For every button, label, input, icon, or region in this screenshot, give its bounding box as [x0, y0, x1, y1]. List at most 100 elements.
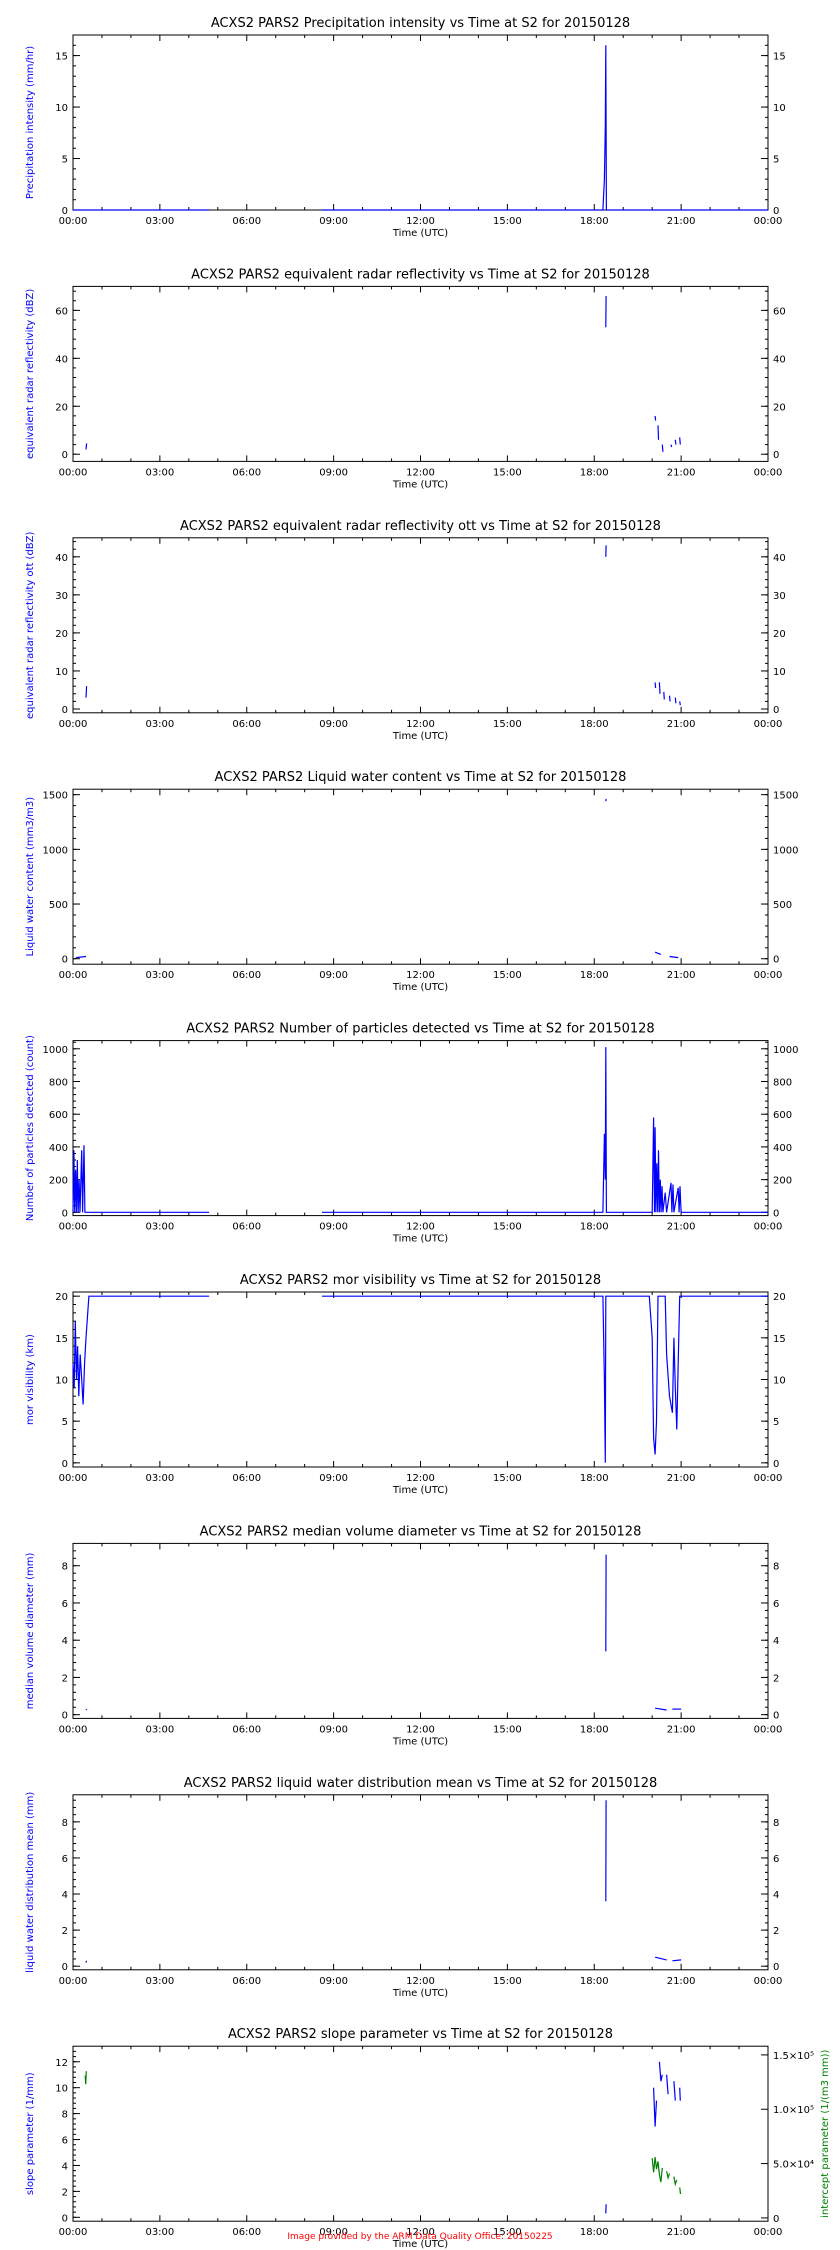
y-axis-label: equivalent radar reflectivity (dBZ) — [25, 289, 36, 459]
plot-frame — [72, 285, 769, 462]
y-tick-label-right: 800 — [773, 1077, 792, 1088]
x-tick-label: 15:00 — [493, 1222, 522, 1233]
x-tick-label: 00:00 — [59, 970, 88, 981]
x-tick-label: 03:00 — [145, 1976, 174, 1987]
y-tick-label-right: 6 — [773, 1599, 779, 1610]
x-tick-label: 09:00 — [319, 2227, 348, 2238]
plot-frame — [72, 537, 769, 714]
y-tick-label-right: 20 — [773, 402, 786, 413]
y-tick-label: 40 — [55, 553, 68, 564]
x-tick-label: 00:00 — [59, 719, 88, 730]
y-tick-label: 0 — [62, 1208, 68, 1219]
y-tick-label-right: 4 — [773, 1890, 779, 1901]
x-tick-label: 09:00 — [319, 467, 348, 478]
y-tick-label-right: 5 — [773, 155, 779, 166]
x-tick-label: 09:00 — [319, 1473, 348, 1484]
x-tick-label: 00:00 — [754, 1976, 783, 1987]
x-tick-label: 18:00 — [580, 2227, 609, 2238]
y-tick-label: 1000 — [43, 1045, 68, 1056]
y-tick-label-right: 2 — [773, 1673, 779, 1684]
y-tick-label-right: 8 — [773, 1562, 779, 1573]
plot-frame — [72, 1040, 769, 1217]
y-tick-label: 8 — [62, 1562, 68, 1573]
plot-frame — [72, 1291, 769, 1468]
y-tick-label: 6 — [62, 2136, 68, 2147]
x-tick-label: 09:00 — [319, 1976, 348, 1987]
x-tick-label: 00:00 — [59, 216, 88, 227]
x-tick-label: 18:00 — [580, 970, 609, 981]
x-tick-label: 06:00 — [232, 1222, 261, 1233]
x-tick-label: 00:00 — [754, 2227, 783, 2238]
y-tick-label: 0 — [62, 955, 68, 966]
y-tick-label-right: 1000 — [773, 1045, 798, 1056]
series-1-segment-1 — [85, 1708, 88, 1711]
x-tick-label: 18:00 — [580, 1724, 609, 1735]
y-tick-label: 10 — [55, 667, 68, 678]
x-tick-label: 18:00 — [580, 1222, 609, 1233]
footer-credit: Image provided by the ARM Data Quality O… — [287, 2232, 553, 2242]
x-tick-label: 21:00 — [667, 719, 696, 730]
chart-title: ACXS2 PARS2 mor visibility vs Time at S2… — [240, 1273, 601, 1288]
chart-title: ACXS2 PARS2 Precipitation intensity vs T… — [211, 16, 630, 31]
x-tick-label: 09:00 — [319, 1724, 348, 1735]
y-tick-label: 10 — [55, 2084, 68, 2095]
y-tick-label: 800 — [49, 1077, 68, 1088]
y-axis-label: Liquid water content (mm3/m3) — [25, 797, 36, 957]
x-tick-label: 18:00 — [580, 216, 609, 227]
x-tick-label: 03:00 — [145, 1724, 174, 1735]
y-tick-label-right: 2 — [773, 1926, 779, 1937]
y-tick-label-right: 40 — [773, 553, 786, 564]
x-axis-label: Time (UTC) — [392, 1234, 448, 1245]
x-tick-label: 09:00 — [319, 216, 348, 227]
series-1-segment-1 — [72, 1145, 210, 1213]
y-tick-label: 5 — [62, 1417, 68, 1428]
x-tick-label: 21:00 — [667, 1976, 696, 1987]
x-tick-label: 18:00 — [580, 1976, 609, 1987]
x-tick-label: 06:00 — [232, 1976, 261, 1987]
y-tick-label: 15 — [55, 52, 68, 63]
y-tick-label-right: 0 — [773, 1711, 779, 1722]
y-tick-label: 6 — [62, 1854, 68, 1865]
y-tick-label-right: 20 — [773, 629, 786, 640]
series-1-segment-2 — [322, 1295, 768, 1463]
series-1-segment-1 — [75, 955, 87, 959]
series-1-segment-3 — [654, 951, 662, 955]
y-tick-label-right: 0 — [773, 955, 779, 966]
x-tick-label: 03:00 — [145, 2227, 174, 2238]
x-tick-label: 00:00 — [59, 467, 88, 478]
y-tick-label: 4 — [62, 2161, 68, 2172]
x-tick-label: 15:00 — [493, 1976, 522, 1987]
y-axis-label: Precipitation intensity (mm/hr) — [25, 46, 36, 199]
x-axis-label: Time (UTC) — [392, 1988, 448, 1999]
x-tick-label: 06:00 — [232, 1724, 261, 1735]
x-tick-label: 12:00 — [406, 1222, 435, 1233]
x-axis-label: Time (UTC) — [392, 1736, 448, 1747]
x-tick-label: 21:00 — [667, 216, 696, 227]
x-tick-label: 15:00 — [493, 970, 522, 981]
y-tick-label: 600 — [49, 1110, 68, 1121]
x-tick-label: 06:00 — [232, 2227, 261, 2238]
x-tick-label: 15:00 — [493, 1473, 522, 1484]
y-tick-label: 0 — [62, 1711, 68, 1722]
series-1-segment-3 — [654, 415, 657, 421]
y-tick-label: 8 — [62, 2110, 68, 2121]
chart-panel-7: ACXS2 PARS2 median volume diameter vs Ti… — [25, 1524, 782, 1747]
y-tick-label: 2 — [62, 1673, 68, 1684]
y-tick-label-right: 0 — [773, 1962, 779, 1973]
x-tick-label: 00:00 — [59, 1724, 88, 1735]
y-tick-label: 0 — [62, 1459, 68, 1470]
y-tick-label: 8 — [62, 1818, 68, 1829]
plot-frame — [72, 1794, 769, 1971]
y-tick-label: 0 — [62, 2213, 68, 2224]
x-tick-label: 00:00 — [754, 970, 783, 981]
y-tick-label: 12 — [55, 2058, 68, 2069]
y-axis-label: mor visibility (km) — [25, 1334, 36, 1425]
x-tick-label: 06:00 — [232, 1473, 261, 1484]
series-1-segment-4 — [669, 955, 679, 959]
y-tick-label-right: 0 — [773, 1459, 779, 1470]
y-tick-label: 20 — [55, 402, 68, 413]
x-tick-label: 12:00 — [406, 970, 435, 981]
x-tick-label: 00:00 — [59, 1222, 88, 1233]
x-tick-label: 21:00 — [667, 467, 696, 478]
x-tick-label: 12:00 — [406, 1473, 435, 1484]
